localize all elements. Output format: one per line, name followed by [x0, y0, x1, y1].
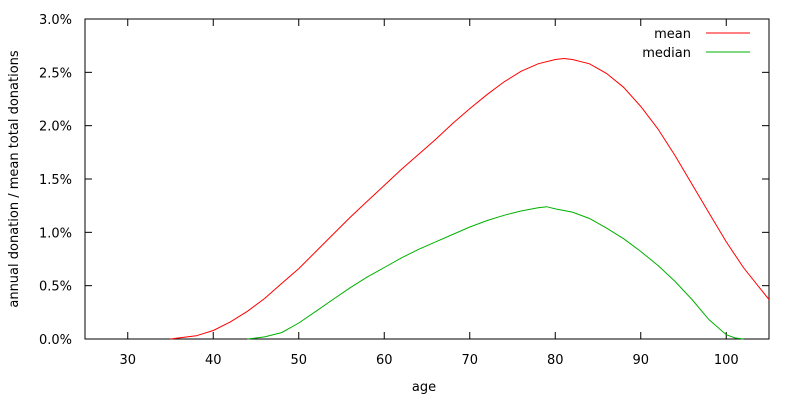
x-tick-label: 40: [205, 353, 222, 368]
series-line-median: [247, 206, 744, 340]
y-tick-label: 2.0%: [39, 120, 72, 135]
x-axis-ticks: 30 40 50 60 70 80 90 100: [119, 19, 739, 368]
x-tick-label: 70: [461, 353, 478, 368]
legend-label-mean: mean: [654, 27, 691, 42]
x-axis-label: age: [412, 380, 436, 395]
series-line-mean: [170, 57, 770, 340]
y-tick-label: 0.5%: [39, 280, 72, 295]
y-tick-label: 1.5%: [39, 173, 72, 188]
legend: mean median: [642, 27, 750, 61]
y-tick-label: 0.0%: [39, 333, 72, 348]
y-tick-label: 1.0%: [39, 226, 72, 241]
series-lines: [170, 57, 770, 340]
x-tick-label: 30: [119, 353, 136, 368]
x-tick-label: 60: [376, 353, 393, 368]
plot-area-frame: [84, 18, 770, 340]
y-tick-label: 2.5%: [39, 66, 72, 81]
y-tick-label: 3.0%: [39, 13, 72, 28]
x-tick-label: 100: [714, 353, 739, 368]
y-axis-label: annual donation / mean total donations: [7, 50, 22, 308]
x-tick-label: 80: [547, 353, 564, 368]
x-tick-label: 90: [632, 353, 649, 368]
x-tick-label: 50: [290, 353, 307, 368]
y-axis-ticks: 0.0% 0.5% 1.0% 1.5% 2.0% 2.5% 3.0%: [39, 13, 769, 348]
legend-label-median: median: [642, 46, 691, 61]
